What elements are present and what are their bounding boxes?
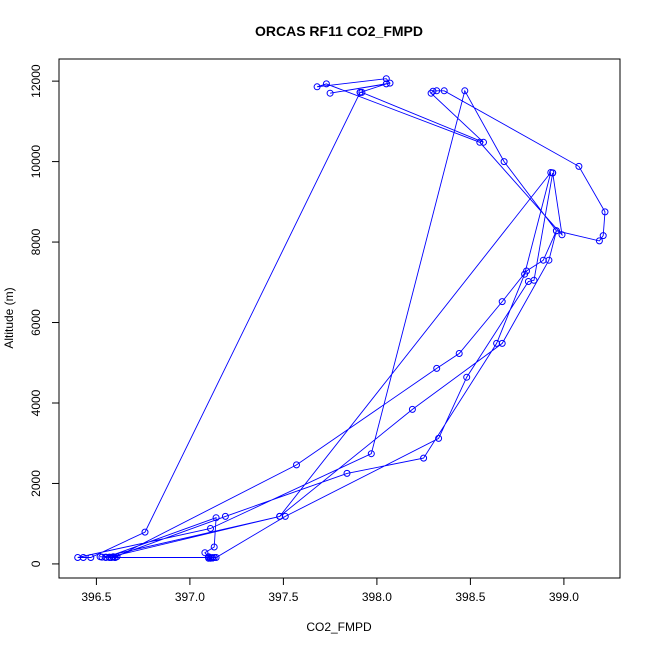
x-tick-label: 398.0 <box>362 590 392 604</box>
y-tick-label: 4000 <box>29 389 43 416</box>
data-point <box>326 89 334 97</box>
data-point <box>433 364 441 372</box>
y-tick-label: 2000 <box>29 470 43 497</box>
data-point <box>343 469 351 477</box>
data-series <box>74 75 609 562</box>
data-point <box>313 83 321 91</box>
data-point <box>521 270 529 278</box>
x-tick-label: 397.5 <box>268 590 298 604</box>
data-point <box>367 450 375 458</box>
data-point <box>575 162 583 170</box>
data-point <box>500 158 508 166</box>
y-axis: 0 2000 4000 6000 8000 10000 12000 <box>29 64 60 567</box>
data-point <box>463 373 471 381</box>
data-point <box>141 528 149 536</box>
data-point <box>498 298 506 306</box>
data-point <box>558 231 566 239</box>
data-point <box>79 554 87 561</box>
data-point <box>98 553 106 561</box>
data-point <box>102 553 110 561</box>
data-point <box>435 434 443 442</box>
data-point <box>480 138 487 146</box>
plot-area <box>58 58 621 579</box>
y-tick-label: 8000 <box>29 228 43 255</box>
y-axis-label: Altitude (m) <box>2 287 16 348</box>
data-point <box>408 405 416 413</box>
data-point <box>382 80 390 88</box>
data-point <box>106 553 113 561</box>
data-point <box>87 554 95 561</box>
data-point <box>212 514 220 522</box>
data-point <box>530 276 538 284</box>
y-tick-label: 6000 <box>29 309 43 336</box>
x-tick-label: 396.5 <box>81 590 111 604</box>
data-point <box>545 256 553 264</box>
y-tick-label: 0 <box>29 560 43 567</box>
series-line <box>77 78 606 559</box>
data-point <box>601 208 609 216</box>
data-point <box>109 553 117 561</box>
data-point <box>461 87 469 95</box>
data-point <box>427 89 435 97</box>
y-tick-label: 10000 <box>29 145 43 179</box>
x-tick-label: 398.5 <box>455 590 485 604</box>
y-tick-label: 12000 <box>29 64 43 98</box>
data-point <box>201 549 209 557</box>
x-tick-label: 399.0 <box>549 590 579 604</box>
data-point <box>382 75 390 83</box>
data-point <box>205 553 213 561</box>
data-point <box>429 87 437 95</box>
data-point <box>386 79 394 87</box>
data-point <box>221 512 229 520</box>
data-point <box>498 339 506 347</box>
data-point <box>433 87 441 95</box>
x-axis: 396.5 397.0 397.5 398.0 398.5 399.0 <box>81 577 579 604</box>
data-point <box>322 80 330 88</box>
data-point <box>552 227 560 235</box>
x-axis-label: CO2_FMPD <box>306 620 372 634</box>
data-point <box>476 138 484 146</box>
data-point <box>293 461 300 469</box>
data-point <box>440 87 448 95</box>
data-point <box>599 232 607 240</box>
data-point <box>276 512 284 520</box>
data-point <box>208 554 216 562</box>
data-point <box>547 169 555 176</box>
data-point <box>212 554 220 561</box>
data-point <box>356 88 364 96</box>
chart-title: ORCAS RF11 CO2_FMPD <box>255 23 423 39</box>
data-point <box>210 543 218 551</box>
data-point <box>595 237 603 245</box>
x-tick-label: 397.0 <box>175 590 205 604</box>
data-point <box>455 350 463 357</box>
data-point <box>420 454 428 462</box>
data-point <box>207 525 214 532</box>
